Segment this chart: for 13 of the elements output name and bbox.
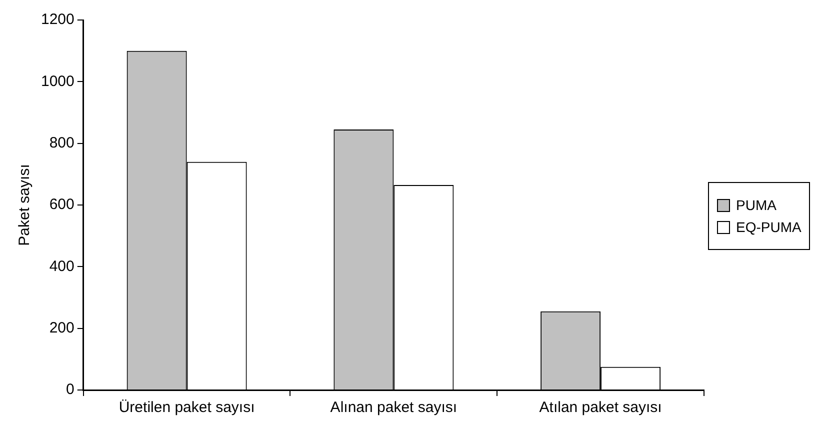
y-tick-label: 400	[49, 258, 74, 275]
y-axis-title: Paket sayısı	[16, 164, 34, 246]
y-tick-label: 1200	[40, 11, 74, 28]
y-tick-label: 600	[49, 196, 74, 214]
y-tick-label: 1000	[40, 72, 74, 90]
legend-label: PUMA	[736, 197, 776, 213]
x-tick-label: Alınan paket sayısı	[330, 399, 458, 416]
x-tick-label: Atılan paket sayısı	[539, 399, 662, 416]
y-tick-label: 200	[49, 319, 74, 336]
x-tick-label: Üretilen paket sayısı	[118, 399, 255, 416]
text: EQ-PUMA	[736, 219, 802, 235]
y-tick-label: 0	[66, 381, 74, 398]
y-tick-label: 800	[49, 134, 74, 152]
